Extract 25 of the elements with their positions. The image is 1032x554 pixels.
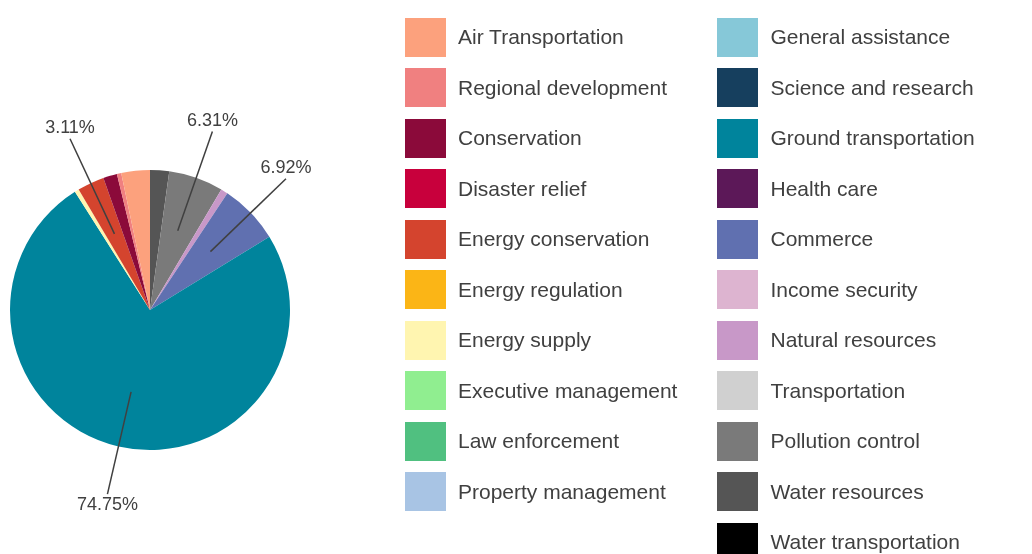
legend-label: Energy conservation <box>458 227 650 252</box>
legend-label: Transportation <box>770 378 906 403</box>
legend-label: Law enforcement <box>458 429 620 454</box>
legend-label: Conservation <box>458 126 582 151</box>
legend-label: Energy supply <box>458 328 592 353</box>
legend-label: General assistance <box>770 25 951 50</box>
legend-label: Water transportation <box>770 530 960 554</box>
legend-label: Property management <box>458 479 666 504</box>
legend-label: Commerce <box>770 227 874 252</box>
data-label: 6.31% <box>186 109 238 130</box>
legend-label: Natural resources <box>770 328 937 353</box>
legend-label: Regional development <box>458 75 667 100</box>
data-label: 3.11% <box>45 116 95 137</box>
legend-label: Executive management <box>458 378 678 403</box>
legend-label: Ground transportation <box>770 126 975 151</box>
data-label: 6.92% <box>260 156 312 177</box>
legend-label: Energy regulation <box>458 277 623 302</box>
legend-label: Water resources <box>770 479 924 504</box>
data-label: 74.75% <box>76 494 138 515</box>
legend-label: Air Transportation <box>458 25 624 50</box>
legend-label: Disaster relief <box>458 176 587 201</box>
legend-label: Income security <box>770 277 918 302</box>
legend-label: Health care <box>770 176 878 201</box>
legend-label: Science and research <box>770 75 974 100</box>
legend-label: Pollution control <box>770 429 920 454</box>
